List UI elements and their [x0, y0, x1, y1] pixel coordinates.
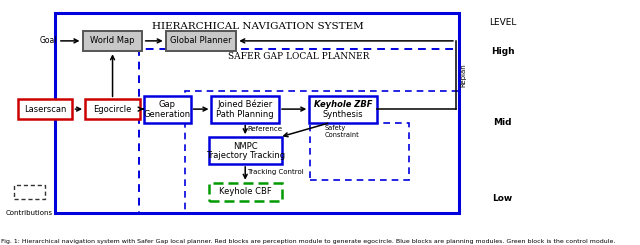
- Text: Replan: Replan: [460, 63, 466, 87]
- Text: Goal: Goal: [40, 37, 57, 45]
- Bar: [309, 96, 377, 122]
- Text: Mid: Mid: [493, 118, 512, 127]
- Text: Safety
Constraint: Safety Constraint: [324, 125, 359, 138]
- Text: Keyhole CBF: Keyhole CBF: [219, 187, 271, 196]
- Text: Global Planner: Global Planner: [170, 37, 232, 45]
- Text: Reference: Reference: [248, 126, 283, 132]
- Text: Fig. 1: Hierarchical navigation system with Safer Gap local planner. Red blocks : Fig. 1: Hierarchical navigation system w…: [1, 239, 615, 244]
- Text: Joined Bézier: Joined Bézier: [218, 100, 273, 110]
- Bar: [144, 96, 191, 122]
- Text: HIERARCHICAL NAVIGATION SYSTEM: HIERARCHICAL NAVIGATION SYSTEM: [152, 22, 364, 31]
- Text: Keyhole ​ZBF: Keyhole ​ZBF: [314, 100, 372, 109]
- Text: Tracking Control: Tracking Control: [247, 170, 304, 175]
- Bar: [209, 183, 282, 201]
- Bar: [18, 99, 72, 119]
- Text: World Map: World Map: [90, 37, 135, 45]
- Bar: [211, 96, 279, 122]
- Bar: [209, 137, 282, 164]
- Bar: [85, 99, 140, 119]
- Bar: [138, 49, 458, 213]
- Bar: [13, 185, 45, 199]
- Bar: [83, 31, 143, 51]
- Bar: [166, 31, 236, 51]
- Text: Contributions: Contributions: [6, 210, 53, 216]
- Text: SAFER GAP LOCAL PLANNER: SAFER GAP LOCAL PLANNER: [228, 52, 369, 61]
- Text: Egocircle: Egocircle: [93, 105, 132, 114]
- Bar: [310, 122, 409, 180]
- Bar: [186, 91, 458, 213]
- Text: NMPC: NMPC: [233, 142, 257, 151]
- Text: Trajectory Tracking: Trajectory Tracking: [205, 151, 285, 160]
- Text: Path Planning: Path Planning: [216, 110, 274, 119]
- Text: Gap: Gap: [159, 100, 175, 109]
- Text: Generation: Generation: [143, 110, 191, 119]
- Text: Synthesis: Synthesis: [323, 110, 364, 119]
- Text: LEVEL: LEVEL: [489, 18, 516, 27]
- Text: Low: Low: [493, 194, 513, 203]
- Text: High: High: [491, 47, 515, 56]
- Bar: [55, 13, 458, 213]
- Text: Laserscan: Laserscan: [24, 105, 66, 114]
